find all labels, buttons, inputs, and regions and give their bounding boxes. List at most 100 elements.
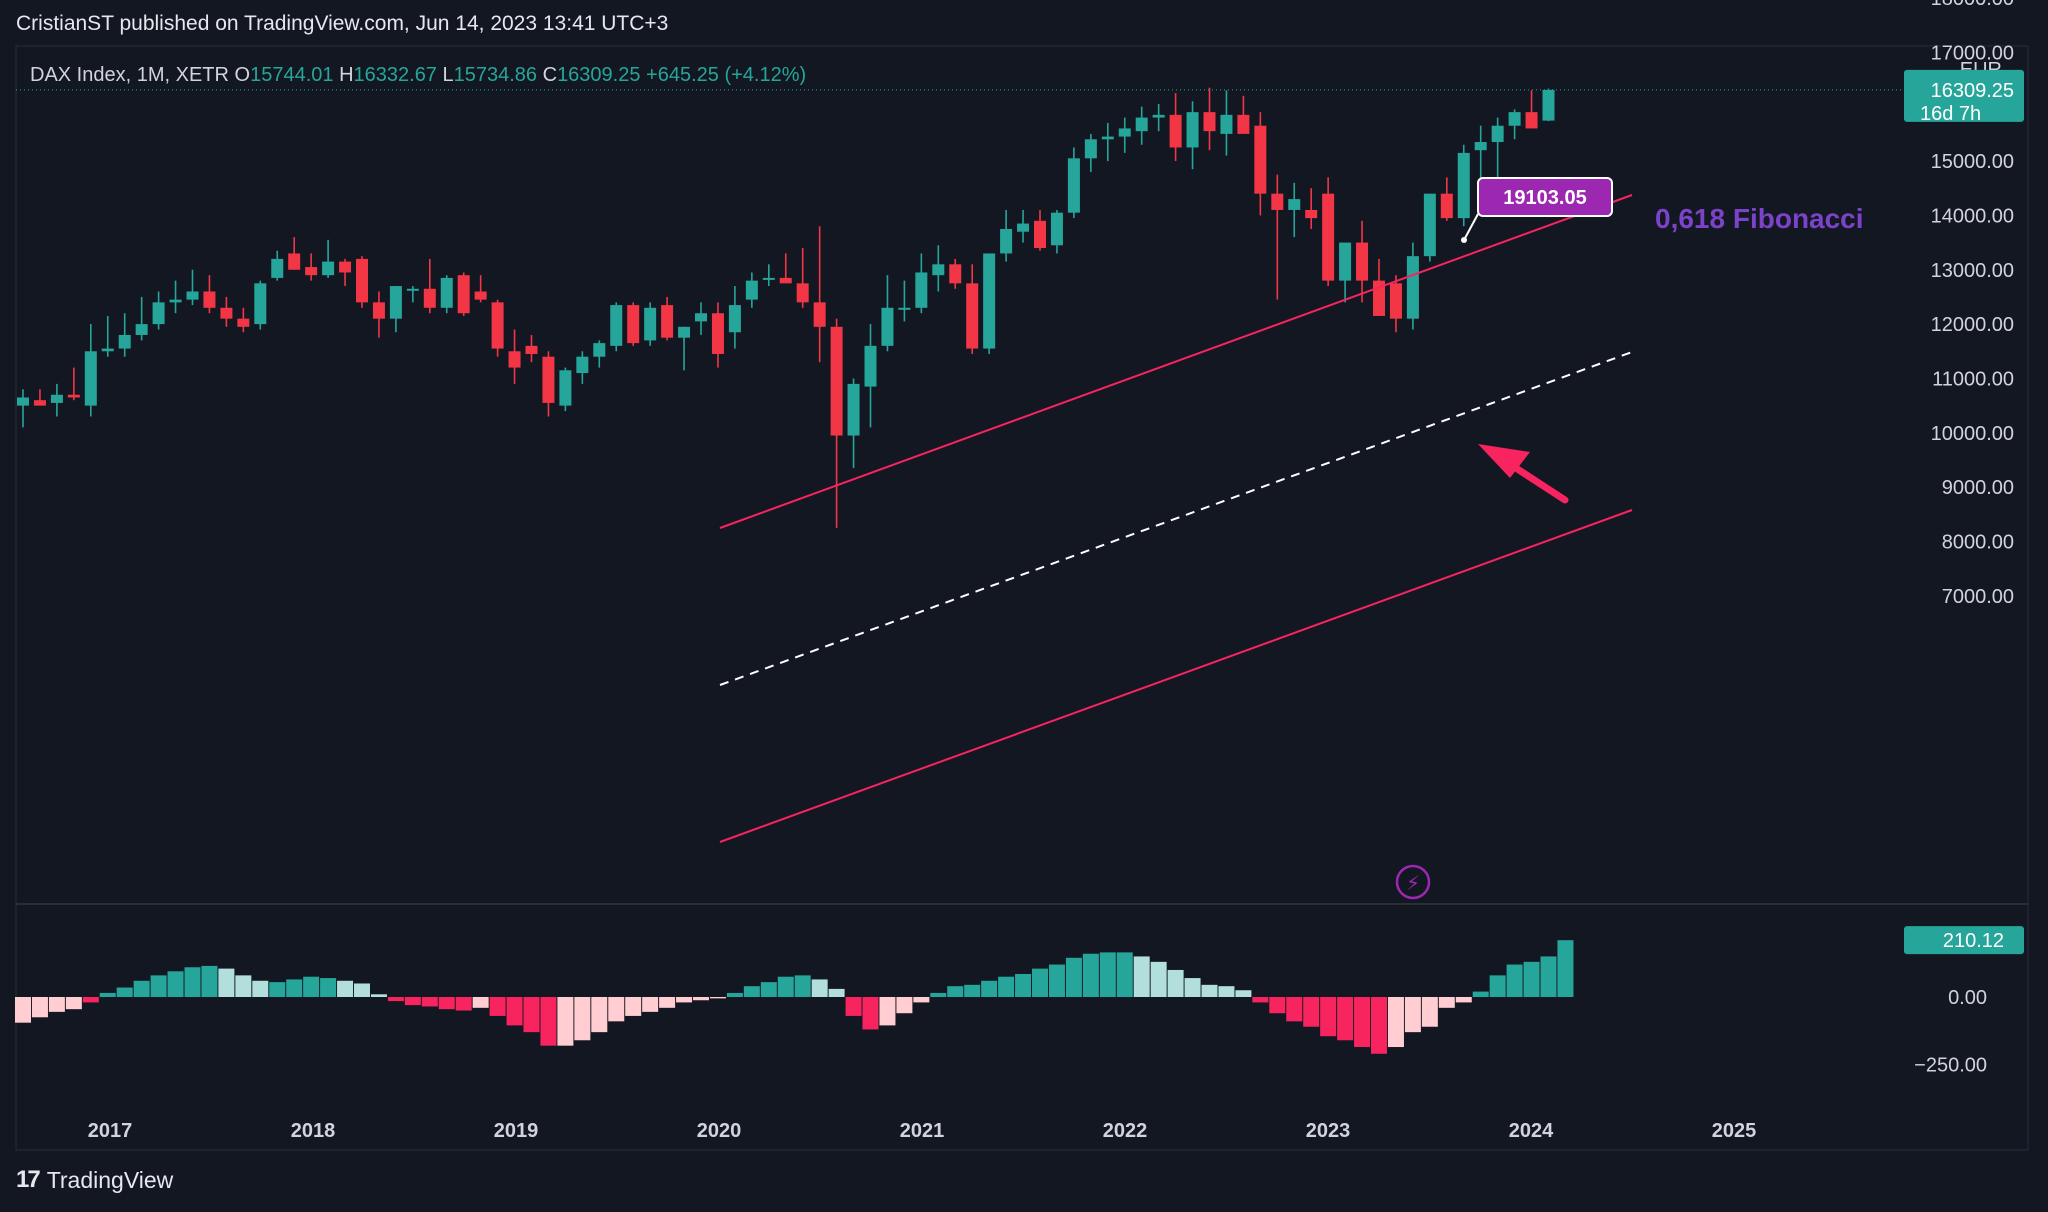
lightning-icon xyxy=(1395,864,1431,900)
channel-upper-line xyxy=(719,194,1633,529)
histogram-bar xyxy=(455,997,472,1011)
histogram-bar xyxy=(404,997,421,1006)
symbol-name: DAX Index, 1M, XETR xyxy=(30,64,235,86)
histogram-bar xyxy=(1557,940,1574,997)
candle-body xyxy=(949,264,962,284)
price-tick-label: 8000.00 xyxy=(1942,532,2014,554)
histogram-bar xyxy=(133,980,150,997)
histogram-bar xyxy=(794,975,811,997)
histogram-bar xyxy=(1065,957,1082,997)
candle-body xyxy=(406,288,419,291)
candle-body xyxy=(389,286,402,319)
histogram-bar xyxy=(286,979,303,997)
candle-body xyxy=(1271,193,1284,210)
candle-body xyxy=(1135,117,1148,132)
candle-body xyxy=(118,334,131,349)
candle-body xyxy=(695,313,707,322)
candle-body xyxy=(762,277,775,280)
histogram-bar xyxy=(269,982,286,997)
candle-body xyxy=(1050,212,1063,246)
candle-body xyxy=(728,305,741,333)
time-tick-label: 2020 xyxy=(697,1120,742,1142)
candle-body xyxy=(220,307,233,319)
callout-label: 19103.05 xyxy=(1503,187,1586,209)
histogram-bar xyxy=(1472,991,1489,997)
candle-body xyxy=(1169,114,1182,148)
candle-body xyxy=(813,302,826,327)
histogram-value-tag xyxy=(1904,926,2024,955)
time-tick-label: 2018 xyxy=(291,1120,336,1142)
channel-lower-line xyxy=(719,509,1633,843)
histogram-tick-label: 0.00 xyxy=(1948,987,1987,1009)
histogram-bar xyxy=(218,968,235,997)
candle-body xyxy=(1491,125,1504,143)
histogram-bar xyxy=(150,975,167,997)
candle-series xyxy=(17,87,1555,528)
candle-body xyxy=(1017,223,1030,232)
price-tick-label: 17000.00 xyxy=(1931,42,2014,64)
histogram-bar xyxy=(1421,997,1438,1027)
candle-body xyxy=(1339,242,1352,281)
candle-body xyxy=(864,345,877,387)
histogram-bar xyxy=(998,976,1015,997)
histogram-bar xyxy=(608,997,625,1022)
candle-body xyxy=(152,302,165,325)
time-tick-label: 2021 xyxy=(900,1120,945,1142)
candle-body xyxy=(711,313,724,354)
histogram-bar xyxy=(1235,990,1252,997)
price-tick-label: 18000.00 xyxy=(1931,0,2014,10)
last-price-label: 16309.25 xyxy=(1931,80,2014,102)
candle-body xyxy=(779,277,792,284)
candle-body xyxy=(271,258,284,278)
histogram-bar xyxy=(1489,975,1506,997)
tradingview-footer[interactable]: 17 TradingView xyxy=(16,1166,173,1194)
price-tick-label: 9000.00 xyxy=(1942,477,2014,499)
candle-body xyxy=(305,267,318,276)
histogram-bar xyxy=(82,997,99,1003)
candle-body xyxy=(1118,128,1131,137)
histogram-bar xyxy=(252,980,269,997)
close-value: 16309.25 xyxy=(557,64,646,86)
histogram-bar xyxy=(913,997,930,1003)
histogram-bar xyxy=(743,986,760,997)
candle-body xyxy=(1152,114,1165,118)
candle-body xyxy=(457,275,470,314)
price-tick-label: 12000.00 xyxy=(1931,314,2014,336)
price-tick-label: 10000.00 xyxy=(1931,423,2014,445)
drawings-layer: 0,618 Fibonacci 19103.05 ⚡ xyxy=(16,89,1904,900)
candle-body xyxy=(1322,193,1335,281)
histogram-bar xyxy=(99,992,116,997)
price-tick-label: 7000.00 xyxy=(1942,586,2014,608)
candle-body xyxy=(203,291,216,308)
histogram-bar xyxy=(421,997,438,1007)
histogram-bar xyxy=(1354,997,1371,1048)
histogram-bar xyxy=(1540,956,1557,997)
histogram-bar xyxy=(15,997,31,1023)
candle-body xyxy=(915,272,928,308)
histogram-bar xyxy=(947,986,964,997)
candle-body xyxy=(1067,158,1080,213)
histogram-bar xyxy=(930,992,947,997)
histogram-bar xyxy=(303,976,320,997)
histogram-bar xyxy=(438,997,455,1010)
legend: DAX Index, 1M, XETR O15744.01 H16332.67 … xyxy=(30,64,806,86)
histogram-value-label: 210.12 xyxy=(1943,930,2004,952)
candle-body xyxy=(1237,114,1250,134)
histogram-bar xyxy=(1218,986,1235,997)
candle-body xyxy=(627,305,640,344)
low-label: L xyxy=(443,64,454,86)
histogram-bar xyxy=(235,975,252,997)
candle-body xyxy=(508,351,521,368)
histogram-bar xyxy=(387,997,404,1002)
histogram-bar xyxy=(574,997,591,1041)
ohlc-legend: DAX Index, 1M, XETR O15744.01 H16332.67 … xyxy=(30,64,806,86)
histogram-bar xyxy=(642,997,659,1012)
price-tick-label: 14000.00 xyxy=(1931,205,2014,227)
histogram-bar xyxy=(1371,997,1387,1054)
candle-body xyxy=(339,261,352,273)
open-value: 15744.01 xyxy=(250,64,339,86)
price-tick-label: 15000.00 xyxy=(1931,151,2014,173)
candle-body xyxy=(661,305,674,338)
histogram-bar xyxy=(557,997,574,1046)
